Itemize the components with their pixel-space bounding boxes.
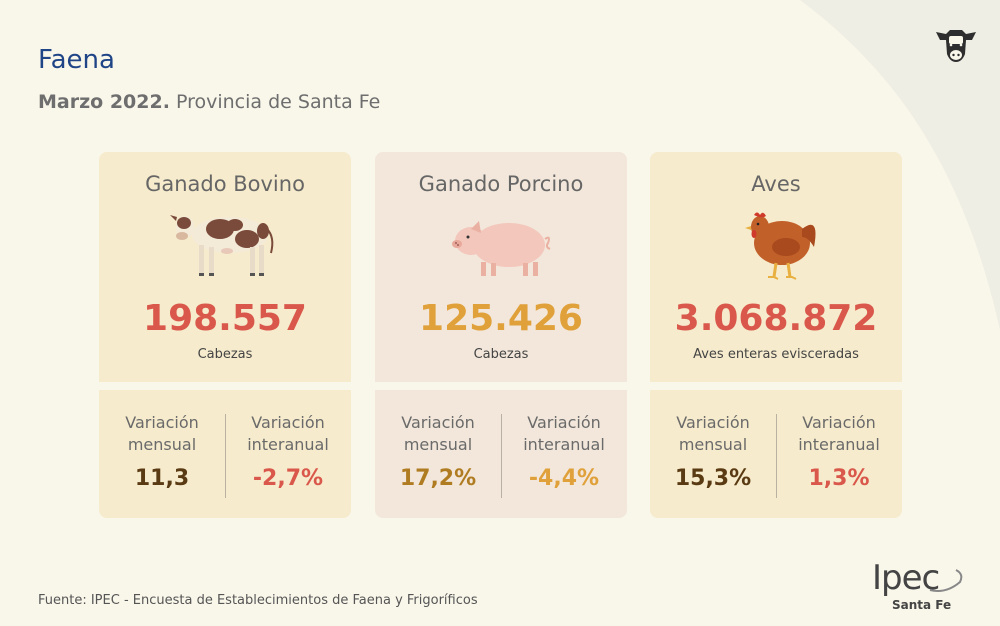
page-title: Faena xyxy=(38,45,115,75)
card-variations: Variación mensual 17,2% Variación intera… xyxy=(375,390,627,518)
variation-monthly: Variación mensual 15,3% xyxy=(650,412,776,491)
variation-monthly: Variación mensual 11,3 xyxy=(99,412,225,491)
variation-yearly: Variación interanual -4,4% xyxy=(501,412,627,491)
logo-swoosh-icon xyxy=(929,569,963,592)
divider xyxy=(225,414,226,498)
card-value: 3.068.872 xyxy=(674,298,878,339)
cow-icon xyxy=(170,215,274,276)
card-variations: Variación mensual 11,3 Variación interan… xyxy=(99,390,351,518)
logo-sub-text: Santa Fe xyxy=(892,598,952,612)
card-title: Aves xyxy=(751,172,801,196)
card-unit: Cabezas xyxy=(473,347,529,362)
divider xyxy=(501,414,502,498)
variation-yearly-value: -4,4% xyxy=(528,466,600,491)
variation-yearly: Variación interanual 1,3% xyxy=(776,412,902,491)
variation-monthly-label: Variación mensual xyxy=(125,413,199,454)
cow-head-icon xyxy=(936,30,976,62)
pig-icon xyxy=(452,221,551,276)
card-value: 198.557 xyxy=(143,298,307,339)
divider xyxy=(776,414,777,498)
variation-yearly-value: 1,3% xyxy=(808,466,870,491)
card-value: 125.426 xyxy=(419,298,583,339)
page-subtitle: Marzo 2022. Provincia de Santa Fe xyxy=(38,91,380,113)
source-footer: Fuente: IPEC - Encuesta de Establecimien… xyxy=(38,593,478,608)
variation-monthly-label: Variación mensual xyxy=(401,413,475,454)
variation-yearly: Variación interanual -2,7% xyxy=(225,412,351,491)
card-unit: Cabezas xyxy=(197,347,253,362)
variation-yearly-label: Variación interanual xyxy=(798,413,880,454)
variation-monthly-value: 17,2% xyxy=(399,466,477,491)
chicken-icon xyxy=(745,212,816,280)
variation-monthly-value: 11,3 xyxy=(134,466,190,491)
variation-yearly-value: -2,7% xyxy=(252,466,324,491)
card-variations: Variación mensual 15,3% Variación intera… xyxy=(650,390,902,518)
subtitle-date: Marzo 2022. xyxy=(38,91,170,113)
card-top: Aves 3.068.872 Aves enteras evisceradas xyxy=(650,152,902,382)
card-title: Ganado Bovino xyxy=(145,172,305,196)
variation-monthly: Variación mensual 17,2% xyxy=(375,412,501,491)
variation-monthly-label: Variación mensual xyxy=(676,413,750,454)
card-top: Ganado Porcino 125.426 Cabezas xyxy=(375,152,627,382)
card-unit: Aves enteras evisceradas xyxy=(693,347,859,362)
variation-monthly-value: 15,3% xyxy=(674,466,752,491)
subtitle-region: Provincia de Santa Fe xyxy=(169,91,381,113)
ipec-logo: Ipec Santa Fe xyxy=(870,558,970,614)
variation-yearly-label: Variación interanual xyxy=(523,413,605,454)
card-top: Ganado Bovino 198.557 Cabezas xyxy=(99,152,351,382)
logo-main-text: Ipec xyxy=(872,558,940,598)
card-title: Ganado Porcino xyxy=(418,172,584,196)
variation-yearly-label: Variación interanual xyxy=(247,413,329,454)
